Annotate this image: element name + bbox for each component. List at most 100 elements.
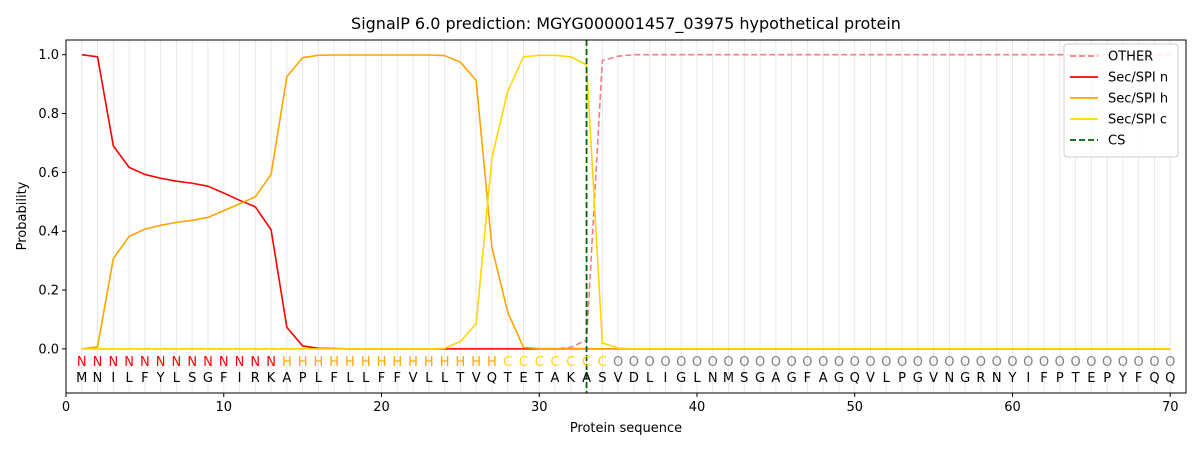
region-label: O bbox=[1055, 355, 1065, 370]
region-label: O bbox=[960, 355, 970, 370]
region-label: H bbox=[314, 355, 324, 370]
region-label: N bbox=[203, 355, 213, 370]
region-label: O bbox=[1134, 355, 1144, 370]
region-label: H bbox=[471, 355, 481, 370]
residue-label: F bbox=[1135, 371, 1142, 386]
residue-label: Q bbox=[487, 371, 497, 386]
region-label: H bbox=[392, 355, 402, 370]
y-axis-label: Probability bbox=[15, 181, 30, 250]
residue-label: L bbox=[125, 371, 133, 386]
residue-label: S bbox=[740, 371, 748, 386]
region-label: H bbox=[487, 355, 497, 370]
region-label: O bbox=[771, 355, 781, 370]
region-label: H bbox=[424, 355, 434, 370]
chart-title: SignalP 6.0 prediction: MGYG000001457_03… bbox=[351, 14, 901, 34]
residue-label: Q bbox=[850, 371, 860, 386]
region-label: H bbox=[361, 355, 371, 370]
x-tick-label: 10 bbox=[215, 400, 232, 415]
x-tick-label: 70 bbox=[1162, 400, 1179, 415]
residue-label: A bbox=[819, 371, 828, 386]
region-label: O bbox=[818, 355, 828, 370]
region-label: O bbox=[723, 355, 733, 370]
residue-label: L bbox=[646, 371, 654, 386]
legend: OTHER Sec/SPI n Sec/SPI h Sec/SPI c CS bbox=[1063, 43, 1179, 158]
y-tick-label: 0.4 bbox=[38, 225, 59, 240]
region-label: C bbox=[535, 355, 544, 370]
legend-label: Sec/SPI h bbox=[1108, 92, 1168, 107]
residue-label: I bbox=[664, 371, 668, 386]
residue-label: I bbox=[238, 371, 242, 386]
residue-label: P bbox=[299, 371, 307, 386]
y-tick-label: 0.0 bbox=[38, 342, 59, 357]
residue-label: L bbox=[883, 371, 891, 386]
region-label: N bbox=[140, 355, 150, 370]
region-label: H bbox=[455, 355, 465, 370]
residue-label: L bbox=[693, 371, 701, 386]
residue-label: Y bbox=[156, 371, 165, 386]
region-label: O bbox=[1102, 355, 1112, 370]
residue-label: A bbox=[282, 371, 291, 386]
region-label: C bbox=[503, 355, 512, 370]
residue-label: T bbox=[534, 371, 543, 386]
residue-label: S bbox=[188, 371, 196, 386]
legend-label: Sec/SPI n bbox=[1108, 71, 1168, 86]
residue-label: P bbox=[1056, 371, 1064, 386]
region-label: H bbox=[298, 355, 308, 370]
residue-label: N bbox=[93, 371, 103, 386]
residue-label: T bbox=[503, 371, 512, 386]
region-label: O bbox=[1070, 355, 1080, 370]
region-label: O bbox=[881, 355, 891, 370]
residue-label: K bbox=[267, 371, 276, 386]
y-tick-label: 0.8 bbox=[38, 107, 59, 122]
region-label: N bbox=[108, 355, 118, 370]
x-axis-label: Protein sequence bbox=[570, 421, 682, 436]
region-label: N bbox=[172, 355, 182, 370]
residue-label: Q bbox=[1165, 371, 1175, 386]
y-tick-label: 1.0 bbox=[38, 48, 59, 63]
legend-label: Sec/SPI c bbox=[1108, 113, 1167, 128]
region-label: O bbox=[613, 355, 623, 370]
region-label: O bbox=[676, 355, 686, 370]
region-label: O bbox=[739, 355, 749, 370]
region-label: O bbox=[1039, 355, 1049, 370]
region-label: O bbox=[1023, 355, 1033, 370]
residue-label: A bbox=[771, 371, 780, 386]
residue-label: F bbox=[1040, 371, 1047, 386]
residue-label: L bbox=[425, 371, 433, 386]
residue-label: R bbox=[976, 371, 985, 386]
region-label: H bbox=[377, 355, 387, 370]
residue-label: F bbox=[141, 371, 148, 386]
region-label: N bbox=[235, 355, 245, 370]
region-label: C bbox=[598, 355, 607, 370]
residue-label: F bbox=[220, 371, 227, 386]
region-label: H bbox=[282, 355, 292, 370]
region-label: H bbox=[408, 355, 418, 370]
residue-label: S bbox=[598, 371, 606, 386]
region-label: O bbox=[755, 355, 765, 370]
residue-label: V bbox=[929, 371, 938, 386]
region-label: O bbox=[928, 355, 938, 370]
residue-label: P bbox=[1103, 371, 1111, 386]
region-label: O bbox=[660, 355, 670, 370]
grid-lines bbox=[81, 40, 1171, 393]
x-tick-label: 60 bbox=[1004, 400, 1021, 415]
region-label: O bbox=[1118, 355, 1128, 370]
region-label: N bbox=[187, 355, 197, 370]
residue-label: G bbox=[755, 371, 765, 386]
residue-label: D bbox=[629, 371, 639, 386]
region-label: O bbox=[645, 355, 655, 370]
region-label: N bbox=[124, 355, 134, 370]
residue-label: I bbox=[111, 371, 115, 386]
region-label: C bbox=[519, 355, 528, 370]
region-label: O bbox=[1165, 355, 1175, 370]
residue-label: Y bbox=[1008, 371, 1017, 386]
residue-label: I bbox=[1026, 371, 1030, 386]
x-tick-label: 20 bbox=[373, 400, 390, 415]
region-label: O bbox=[1086, 355, 1096, 370]
axis-ticks: 0 10 20 30 40 50 60 70 0.0 0.2 0.4 0.6 0.8 1.0 bbox=[38, 48, 1178, 415]
residue-label: V bbox=[866, 371, 875, 386]
residue-label: N bbox=[992, 371, 1002, 386]
region-label: H bbox=[440, 355, 450, 370]
region-label: O bbox=[913, 355, 923, 370]
region-label: O bbox=[1007, 355, 1017, 370]
